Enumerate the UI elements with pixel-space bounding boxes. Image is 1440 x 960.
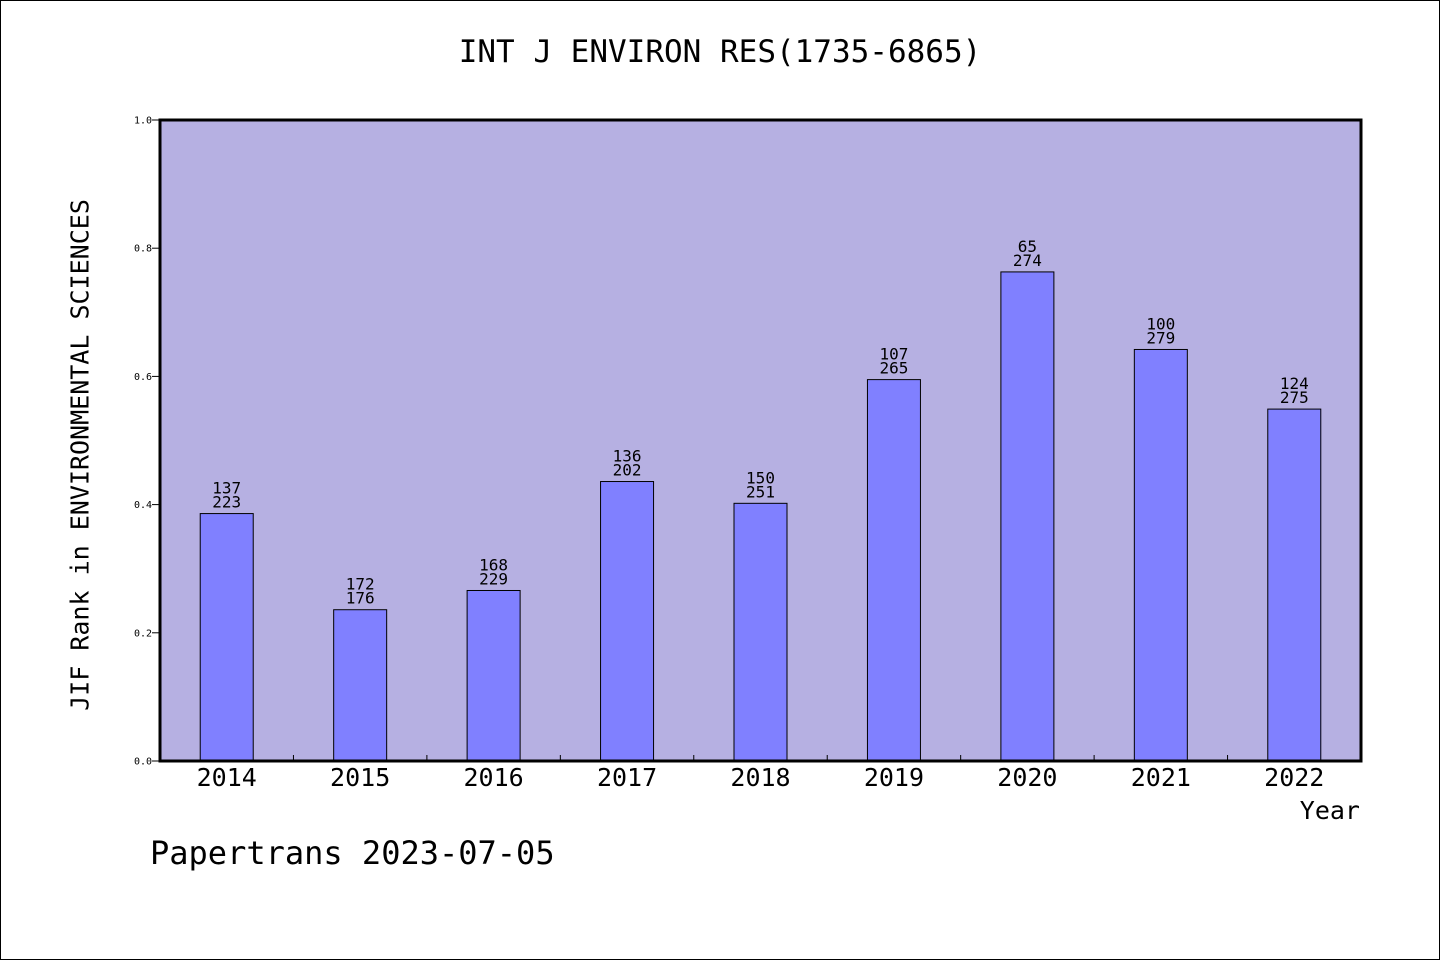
data-label-top-2021: 100 [1146,314,1175,333]
bar-2017 [600,481,655,762]
data-label-bottom-2022: 275 [1280,388,1309,407]
y-tick-label: 0.2 [134,628,152,639]
bar-2019 [866,379,921,762]
bar-2018 [733,502,788,762]
x-tick-label-2022: 2022 [1264,763,1324,792]
data-label-bottom-2019: 265 [879,359,908,378]
data-label-top-2015: 172 [346,575,375,594]
data-label-bottom-2015: 176 [346,589,375,608]
data-label-bottom-2018: 251 [746,482,775,501]
y-tick-label: 0.6 [134,372,152,383]
x-tick-label-2018: 2018 [730,763,790,792]
data-label-top-2019: 107 [879,345,908,364]
x-tick-label-2014: 2014 [197,763,257,792]
bar-2022 [1267,408,1322,762]
y-tick-label: 1.0 [134,116,152,127]
plot-border [158,118,1363,763]
data-label-bottom-2017: 202 [613,461,642,480]
bar-2014 [199,513,254,762]
chart-title: INT J ENVIRON RES(1735-6865) [458,34,982,70]
bar-2015 [333,609,388,762]
data-label-bottom-2016: 229 [479,569,508,588]
data-label-bottom-2020: 274 [1013,251,1042,270]
data-label-top-2016: 168 [479,555,508,574]
data-label-bottom-2021: 279 [1146,328,1175,347]
x-tick-label-2020: 2020 [997,763,1057,792]
x-tick-label-2021: 2021 [1131,763,1191,792]
data-label-top-2014: 137 [212,479,241,498]
x-tick-label-2015: 2015 [330,763,390,792]
data-label-top-2018: 150 [746,468,775,487]
y-tick-label: 0.8 [134,244,152,255]
bar-2021 [1133,348,1188,762]
data-label-top-2022: 124 [1280,374,1309,393]
x-tick-label-2017: 2017 [597,763,657,792]
x-tick-label-2016: 2016 [464,763,524,792]
footer-text: Papertrans 2023-07-05 [150,834,555,872]
data-label-bottom-2014: 223 [212,493,241,512]
data-label-top-2017: 136 [613,447,642,466]
y-tick-label: 0.4 [134,500,152,511]
x-axis-label: Year [1299,796,1360,825]
x-tick-label-2019: 2019 [864,763,924,792]
bar-2016 [466,589,521,762]
data-label-top-2020: 65 [1018,237,1037,256]
y-tick-label: 0.0 [134,757,152,768]
bar-2020 [1000,271,1055,762]
